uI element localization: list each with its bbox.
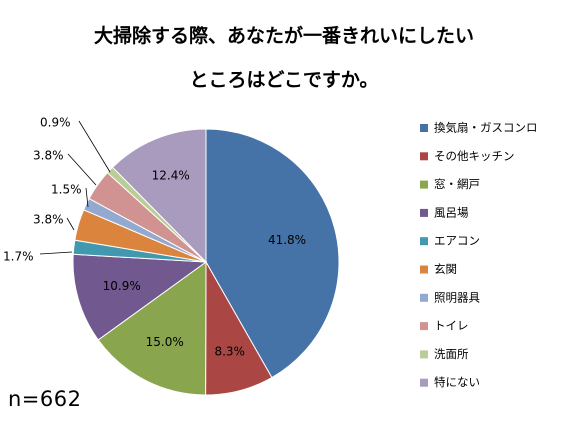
- legend-swatch-washroom: [420, 350, 428, 359]
- leader-line-entrance: [66, 217, 75, 231]
- sample-size-label: n=662: [8, 387, 82, 411]
- legend-swatch-lighting: [420, 293, 428, 302]
- legend-label-washroom: 洗面所: [434, 347, 469, 361]
- legend-swatch-fan-gas-stove: [420, 124, 428, 132]
- legend-label-window-screen: 窓・網戸: [434, 177, 480, 191]
- data-label-washroom: 0.9%: [40, 116, 71, 130]
- data-label-bathroom: 10.9%: [103, 279, 141, 293]
- data-label-window-screen: 15.0%: [146, 335, 184, 349]
- chart-title-line-1: 大掃除する際、あなたが一番きれいにしたい: [93, 25, 474, 47]
- legend-swatch-bathroom: [420, 208, 428, 217]
- leader-line-toilet: [67, 153, 97, 186]
- legend-swatch-air-conditioner: [420, 237, 428, 246]
- legend-swatch-toilet: [420, 322, 428, 331]
- legend-label-lighting: 照明器具: [434, 290, 480, 304]
- pie-slice-bathroom: [72, 253, 208, 341]
- legend-label-toilet: トイレ: [434, 319, 469, 333]
- legend-swatch-entrance: [420, 265, 428, 274]
- data-label-lighting: 1.5%: [51, 183, 82, 197]
- leader-line-lighting: [85, 187, 89, 208]
- leader-line-washroom: [78, 120, 111, 173]
- pie-slice-none-in-particular: [111, 128, 207, 264]
- legend-swatch-other-kitchen: [420, 152, 428, 161]
- legend-label-air-conditioner: エアコン: [434, 234, 480, 248]
- legend-label-entrance: 玄関: [434, 262, 457, 276]
- data-label-other-kitchen: 8.3%: [214, 345, 245, 359]
- legend-label-other-kitchen: その他キッチン: [434, 149, 515, 163]
- pie-slice-window-screen: [97, 261, 207, 396]
- data-label-air-conditioner: 1.7%: [3, 250, 34, 264]
- data-label-entrance: 3.8%: [33, 213, 64, 227]
- leader-line-air-conditioner: [39, 251, 73, 255]
- legend-label-none-in-particular: 特にない: [434, 375, 480, 389]
- legend-swatch-window-screen: [420, 180, 428, 189]
- legend-label-fan-gas-stove: 換気扇・ガスコンロ: [434, 121, 538, 135]
- legend-swatch-none-in-particular: [420, 378, 428, 387]
- data-label-fan-gas-stove: 41.8%: [268, 233, 306, 247]
- data-label-toilet: 3.8%: [33, 149, 64, 163]
- data-label-none-in-particular: 12.4%: [152, 168, 190, 182]
- legend: 換気扇・ガスコンロその他キッチン窓・網戸風呂場エアコン玄関照明器具トイレ洗面所特…: [420, 121, 538, 389]
- legend-label-bathroom: 風呂場: [434, 205, 469, 219]
- chart-title-line-2: ところはどこですか。: [189, 69, 379, 91]
- chart-title: 大掃除する際、あなたが一番きれいにしたい ところはどこですか。: [0, 14, 568, 102]
- pie-slice-fan-gas-stove: [205, 128, 340, 379]
